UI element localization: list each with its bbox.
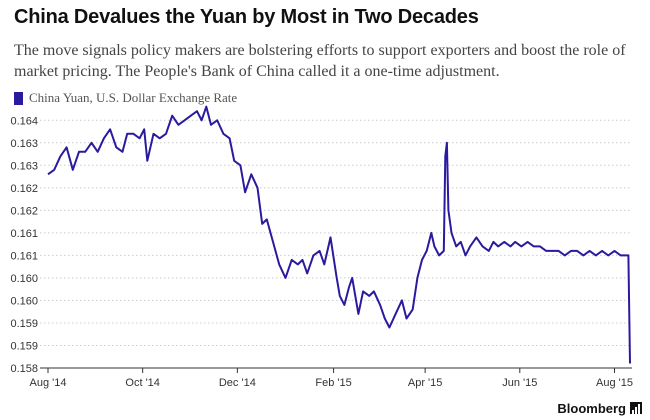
series-layer bbox=[47, 105, 631, 364]
legend: China Yuan, U.S. Dollar Exchange Rate bbox=[14, 90, 237, 106]
bar-chart-icon bbox=[630, 402, 642, 414]
y-tick-label: 0.161 bbox=[10, 250, 38, 262]
chart-title: China Devalues the Yuan by Most in Two D… bbox=[14, 6, 479, 28]
y-tick-label: 0.162 bbox=[10, 205, 38, 217]
x-tick-label: Jun '15 bbox=[502, 377, 537, 389]
y-tick-label: 0.164 bbox=[10, 115, 38, 127]
x-axis-ticks: Aug '14 Oct '14 Dec '14 Feb '15 Apr '15 Jun '… bbox=[30, 368, 633, 389]
grid-lines bbox=[40, 119, 632, 346]
y-tick-label: 0.158 bbox=[10, 363, 38, 375]
x-tick-label: Apr '15 bbox=[408, 377, 443, 389]
y-tick-label: 0.159 bbox=[10, 340, 38, 352]
x-tick-label: Aug '15 bbox=[596, 377, 633, 389]
x-tick-label: Oct '14 bbox=[125, 377, 160, 389]
y-tick-label: 0.159 bbox=[10, 318, 38, 330]
legend-swatch bbox=[14, 91, 23, 105]
y-tick-label: 0.160 bbox=[10, 295, 38, 307]
series-line-yuan-usd bbox=[47, 105, 631, 364]
y-axis-ticks: 0.164 0.163 0.163 0.162 0.162 0.161 0.161 0.160… bbox=[10, 115, 38, 375]
y-tick-label: 0.160 bbox=[10, 273, 38, 285]
y-tick-label: 0.161 bbox=[10, 228, 38, 240]
x-tick-label: Feb '15 bbox=[315, 377, 351, 389]
x-tick-label: Dec '14 bbox=[219, 377, 256, 389]
chart-subtitle: The move signals policy makers are bolst… bbox=[14, 42, 626, 80]
y-tick-label: 0.162 bbox=[10, 183, 38, 195]
y-tick-label: 0.163 bbox=[10, 160, 38, 172]
y-tick-label: 0.163 bbox=[10, 138, 38, 150]
legend-label: China Yuan, U.S. Dollar Exchange Rate bbox=[29, 90, 238, 105]
x-tick-label: Aug '14 bbox=[30, 377, 67, 389]
brand-logo-text: Bloomberg bbox=[557, 401, 626, 416]
